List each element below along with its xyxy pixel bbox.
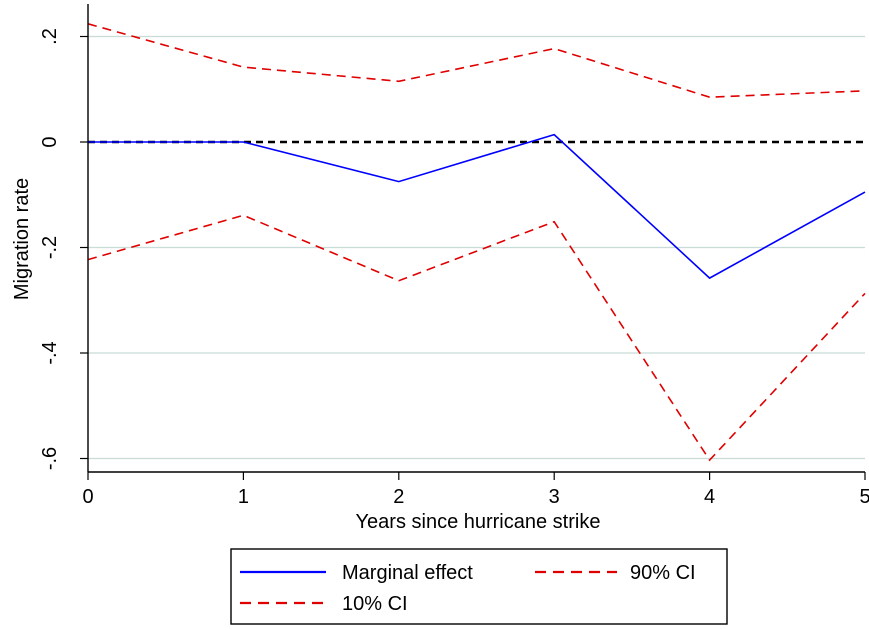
x-tick-labels: 0 1 2 3 4 5 (82, 486, 869, 508)
x-axis-label: Years since hurricane strike (356, 511, 601, 533)
axes (80, 4, 866, 480)
series-line-marginal-effect (88, 133, 866, 280)
y-tick-label: 0 (39, 136, 61, 147)
legend-box (230, 548, 728, 625)
series-line-10-ci (87, 214, 866, 462)
x-tick-label: 0 (82, 486, 93, 508)
y-tick-label: -.4 (39, 341, 61, 364)
y-tick-label: -.6 (39, 447, 61, 470)
x-tick-label: 4 (704, 486, 715, 508)
x-tick-label: 1 (238, 486, 249, 508)
y-tick-label: .2 (39, 28, 61, 45)
series-lines (87, 23, 866, 462)
x-tick-label: 5 (859, 486, 869, 508)
series-line-90-ci (87, 23, 866, 99)
x-tick-label: 3 (549, 486, 560, 508)
legend-label: 90% CI (630, 562, 696, 584)
x-tick-label: 2 (393, 486, 404, 508)
legend: Marginal effect 90% CI 10% CI (230, 548, 728, 625)
legend-label: 10% CI (342, 593, 408, 615)
grid-lines (88, 35, 865, 460)
y-tick-labels: .2 0 -.2 -.4 -.6 (39, 28, 61, 470)
y-tick-label: -.2 (39, 236, 61, 259)
y-axis-label: Migration rate (11, 178, 33, 300)
legend-label: Marginal effect (342, 562, 473, 584)
